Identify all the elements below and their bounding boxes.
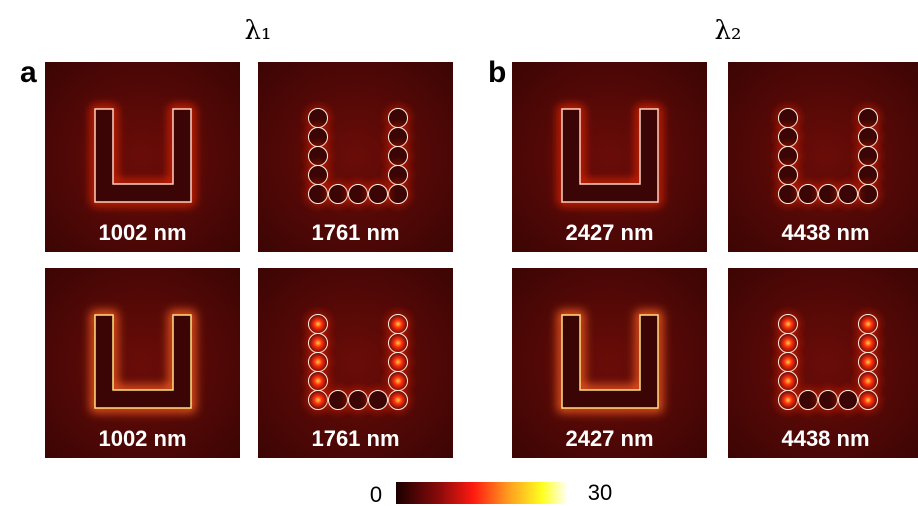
disk xyxy=(859,185,878,204)
size-label: 1761 nm xyxy=(311,426,399,451)
disk xyxy=(859,353,878,372)
disk xyxy=(389,147,408,166)
size-label: 1761 nm xyxy=(311,220,399,245)
disk xyxy=(799,391,818,410)
disk xyxy=(779,353,798,372)
disk xyxy=(309,353,328,372)
disk xyxy=(389,353,408,372)
disk xyxy=(389,166,408,185)
disk xyxy=(309,372,328,391)
colorbar xyxy=(396,482,568,504)
disk xyxy=(859,391,878,410)
size-label: 1002 nm xyxy=(98,426,186,451)
figure: 0 30 a λ₁ 1002 nm 1761 nm 1002 nm 1761 nm b λ₂ 2… xyxy=(0,0,918,506)
disk xyxy=(779,185,798,204)
disk xyxy=(859,334,878,353)
size-label: 1002 nm xyxy=(98,220,186,245)
size-label: 2427 nm xyxy=(565,426,653,451)
disk xyxy=(779,147,798,166)
panel-letter: a xyxy=(20,56,37,89)
disk xyxy=(309,147,328,166)
disk xyxy=(859,372,878,391)
disk xyxy=(349,391,368,410)
size-label: 2427 nm xyxy=(565,220,653,245)
disk xyxy=(309,128,328,147)
disk xyxy=(309,166,328,185)
colorbar-max: 30 xyxy=(588,480,612,505)
disk xyxy=(779,391,798,410)
disk xyxy=(779,109,798,128)
disk xyxy=(779,315,798,334)
disk xyxy=(839,391,858,410)
disk xyxy=(389,334,408,353)
wavelength-label: λ₁ xyxy=(245,16,272,46)
disk xyxy=(389,109,408,128)
disk xyxy=(329,391,348,410)
wavelength-label: λ₂ xyxy=(715,16,742,46)
disk xyxy=(309,185,328,204)
size-label: 4438 nm xyxy=(781,426,869,451)
disk xyxy=(329,185,348,204)
disk xyxy=(389,185,408,204)
disk xyxy=(309,109,328,128)
disk xyxy=(859,128,878,147)
disk xyxy=(819,391,838,410)
disk xyxy=(859,147,878,166)
disk xyxy=(859,315,878,334)
colorbar-min: 0 xyxy=(370,482,382,506)
disk xyxy=(309,391,328,410)
disk xyxy=(779,166,798,185)
disk xyxy=(779,128,798,147)
disk xyxy=(799,185,818,204)
disk xyxy=(839,185,858,204)
disk xyxy=(309,334,328,353)
disk xyxy=(859,166,878,185)
disk xyxy=(859,109,878,128)
disk xyxy=(369,391,388,410)
disk xyxy=(389,391,408,410)
disk xyxy=(819,185,838,204)
disk xyxy=(349,185,368,204)
size-label: 4438 nm xyxy=(781,220,869,245)
panel-letter: b xyxy=(488,56,506,89)
disk xyxy=(389,315,408,334)
disk xyxy=(389,128,408,147)
disk xyxy=(779,334,798,353)
disk xyxy=(779,372,798,391)
disk xyxy=(389,372,408,391)
disk xyxy=(369,185,388,204)
disk xyxy=(309,315,328,334)
